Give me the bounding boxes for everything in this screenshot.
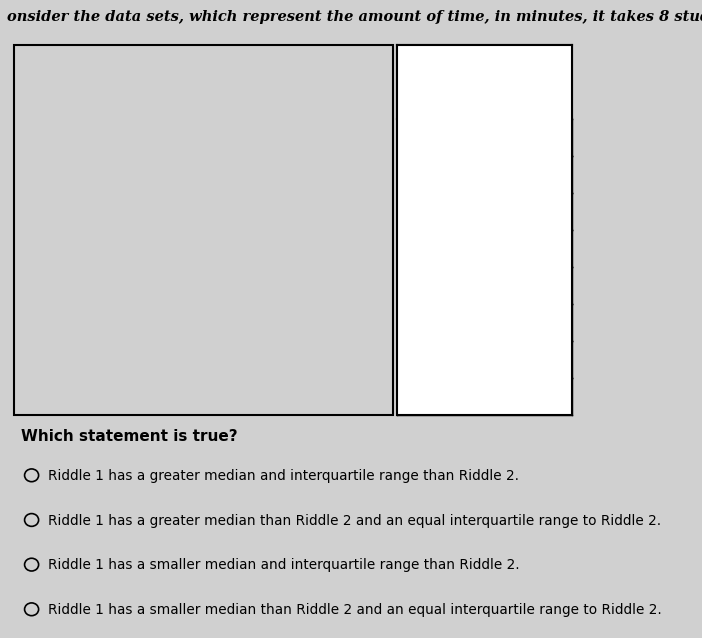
- Text: 10: 10: [232, 320, 248, 333]
- Text: 4: 4: [479, 130, 489, 145]
- Text: 12: 12: [475, 389, 494, 404]
- Text: 8: 8: [479, 167, 489, 182]
- Text: Riddle 1 has a smaller median than Riddle 2 and an equal interquartile range to : Riddle 1 has a smaller median than Riddl…: [48, 603, 661, 617]
- Text: 8: 8: [187, 320, 196, 333]
- Text: 12: 12: [279, 320, 296, 333]
- Text: 5: 5: [115, 320, 124, 333]
- Text: 2: 2: [43, 320, 51, 333]
- Bar: [167, 93, 288, 248]
- Text: 7: 7: [164, 320, 171, 333]
- Text: onsider the data sets, which represent the amount of time, in minutes, it takes : onsider the data sets, which represent t…: [7, 10, 702, 24]
- Text: 13: 13: [303, 320, 320, 333]
- Text: 6: 6: [139, 320, 147, 333]
- Text: 15: 15: [352, 320, 368, 333]
- Text: 3: 3: [67, 320, 75, 333]
- Text: 11: 11: [475, 352, 494, 367]
- Text: Riddle 1 has a greater median and interquartile range than Riddle 2.: Riddle 1 has a greater median and interq…: [48, 469, 519, 483]
- Text: Time (in
minutes) to
Solve Riddle 2: Time (in minutes) to Solve Riddle 2: [429, 59, 540, 105]
- Text: Riddle 1 has a smaller median and interquartile range than Riddle 2.: Riddle 1 has a smaller median and interq…: [48, 558, 519, 572]
- Text: Time (in minutes) to Solve Riddle 1: Time (in minutes) to Solve Riddle 1: [79, 354, 328, 367]
- Text: 4: 4: [91, 320, 100, 333]
- Text: 9: 9: [211, 320, 220, 333]
- Text: 14: 14: [328, 320, 344, 333]
- Text: 11: 11: [256, 320, 272, 333]
- Text: 3: 3: [479, 278, 489, 293]
- Text: 12: 12: [475, 241, 494, 256]
- Text: Riddle 1 has a greater median than Riddle 2 and an equal interquartile range to : Riddle 1 has a greater median than Riddl…: [48, 514, 661, 528]
- Text: 9: 9: [479, 315, 489, 330]
- Text: 6: 6: [479, 204, 489, 219]
- Text: Which statement is true?: Which statement is true?: [21, 429, 238, 444]
